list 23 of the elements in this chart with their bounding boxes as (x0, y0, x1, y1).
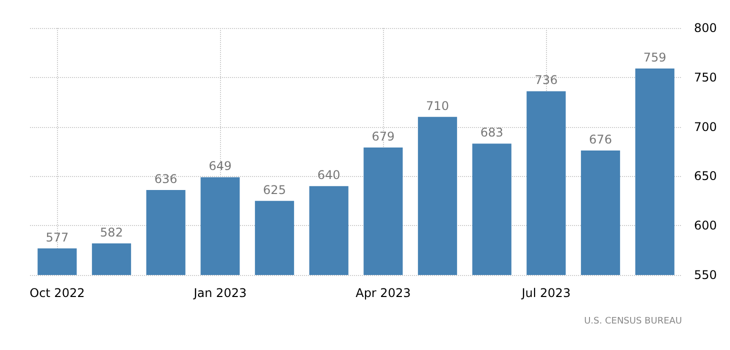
data-label: 683 (480, 126, 504, 140)
x-tick-label: Apr 2023 (356, 286, 411, 300)
data-label: 736 (534, 73, 558, 88)
y-tick-label: 650 (694, 169, 717, 184)
data-label: 636 (154, 172, 178, 186)
y-tick-label: 800 (694, 21, 717, 35)
y-tick-label: 600 (694, 218, 717, 233)
x-tick-label: Jan 2023 (192, 286, 247, 300)
data-label: 625 (263, 182, 286, 197)
data-label: 649 (208, 159, 232, 174)
y-tick-label: 550 (694, 268, 717, 282)
x-tick-label: Oct 2022 (30, 286, 85, 300)
data-label: 577 (46, 230, 69, 244)
data-label: 710 (426, 98, 449, 113)
data-label: 676 (589, 132, 612, 147)
data-label: 679 (372, 130, 395, 144)
x-tick-label: Jul 2023 (520, 286, 571, 300)
data-label: 582 (100, 225, 123, 240)
data-label: 640 (317, 168, 340, 182)
text: U.S. CENSUS BUREAU (584, 316, 682, 326)
y-tick-label: 700 (694, 120, 717, 134)
data-label: 759 (643, 50, 666, 65)
y-tick-label: 750 (694, 70, 717, 84)
